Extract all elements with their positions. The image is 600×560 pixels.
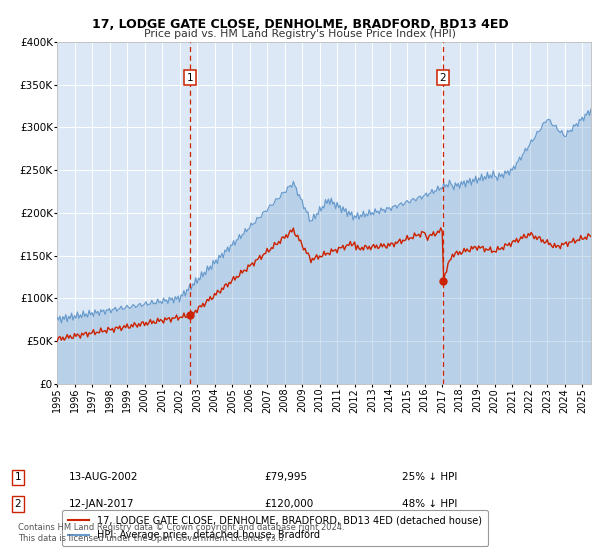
Text: £79,995: £79,995 bbox=[264, 472, 307, 482]
Text: Contains HM Land Registry data © Crown copyright and database right 2024.: Contains HM Land Registry data © Crown c… bbox=[18, 523, 344, 532]
Text: Price paid vs. HM Land Registry's House Price Index (HPI): Price paid vs. HM Land Registry's House … bbox=[144, 29, 456, 39]
Text: 48% ↓ HPI: 48% ↓ HPI bbox=[402, 499, 457, 509]
Text: 13-AUG-2002: 13-AUG-2002 bbox=[69, 472, 139, 482]
Text: This data is licensed under the Open Government Licence v3.0.: This data is licensed under the Open Gov… bbox=[18, 534, 286, 543]
Text: 2: 2 bbox=[439, 73, 446, 83]
Legend: 17, LODGE GATE CLOSE, DENHOLME, BRADFORD, BD13 4ED (detached house), HPI: Averag: 17, LODGE GATE CLOSE, DENHOLME, BRADFORD… bbox=[62, 510, 488, 546]
Text: 17, LODGE GATE CLOSE, DENHOLME, BRADFORD, BD13 4ED: 17, LODGE GATE CLOSE, DENHOLME, BRADFORD… bbox=[92, 18, 508, 31]
Text: 1: 1 bbox=[187, 73, 194, 83]
Text: £120,000: £120,000 bbox=[264, 499, 313, 509]
Text: 25% ↓ HPI: 25% ↓ HPI bbox=[402, 472, 457, 482]
Text: 1: 1 bbox=[14, 472, 22, 482]
Text: 12-JAN-2017: 12-JAN-2017 bbox=[69, 499, 134, 509]
Text: 2: 2 bbox=[14, 499, 22, 509]
